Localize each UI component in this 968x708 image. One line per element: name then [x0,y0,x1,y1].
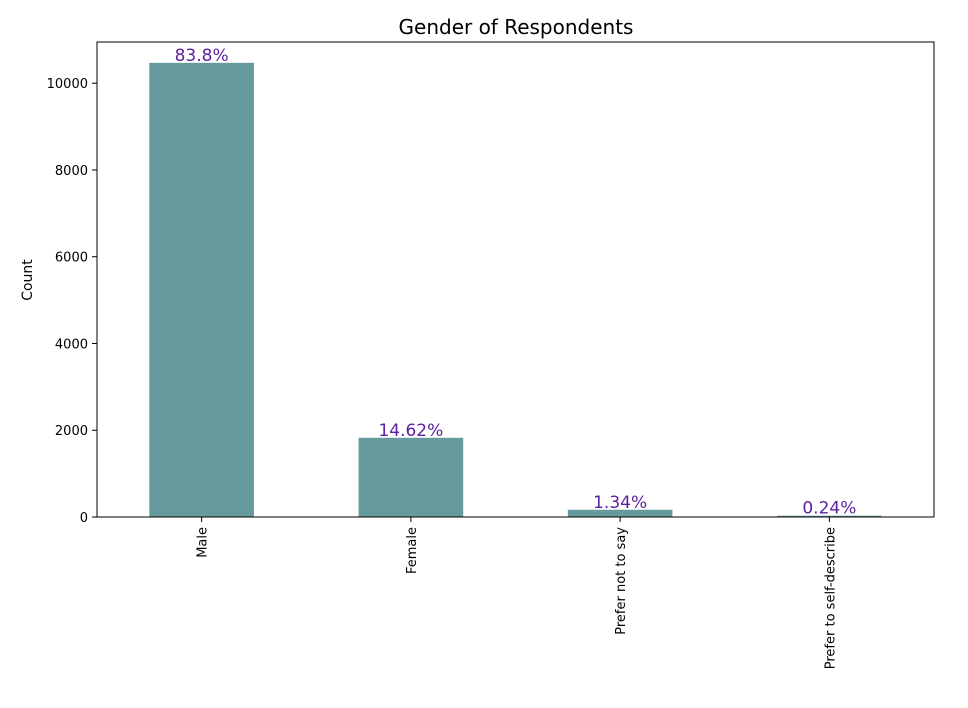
y-tick-label: 2000 [55,424,88,439]
chart-title: Gender of Respondents [399,15,634,39]
bar-data-label: 83.8% [175,46,229,66]
y-tick-label: 0 [80,511,88,526]
y-tick-label: 8000 [55,164,88,179]
bar [567,509,673,517]
bar-data-label: 0.24% [802,499,856,519]
x-tick-label: Prefer to self-describe [823,527,838,669]
bars [149,62,882,517]
plot-frame [96,41,935,518]
y-tick-label: 10000 [47,77,88,92]
bar [149,62,254,517]
bar [777,515,882,517]
bar [358,437,464,517]
data-labels: 83.8% 14.62% 1.34% 0.24% [175,46,857,519]
x-tick-label: Female [405,527,420,574]
bar-data-label: 1.34% [593,493,647,513]
x-tick-label: Prefer not to say [614,527,629,635]
x-tick-label: Male [196,527,211,558]
y-tick-label: 6000 [55,251,88,266]
y-tick-label: 4000 [55,337,88,352]
bar-data-label: 14.62% [378,421,443,441]
y-axis-title: Count [20,259,36,301]
x-axis-ticks: Male Female Prefer not to say Prefer to sel… [196,517,838,669]
y-axis-ticks: 0 2000 4000 6000 8000 10000 [47,77,97,526]
